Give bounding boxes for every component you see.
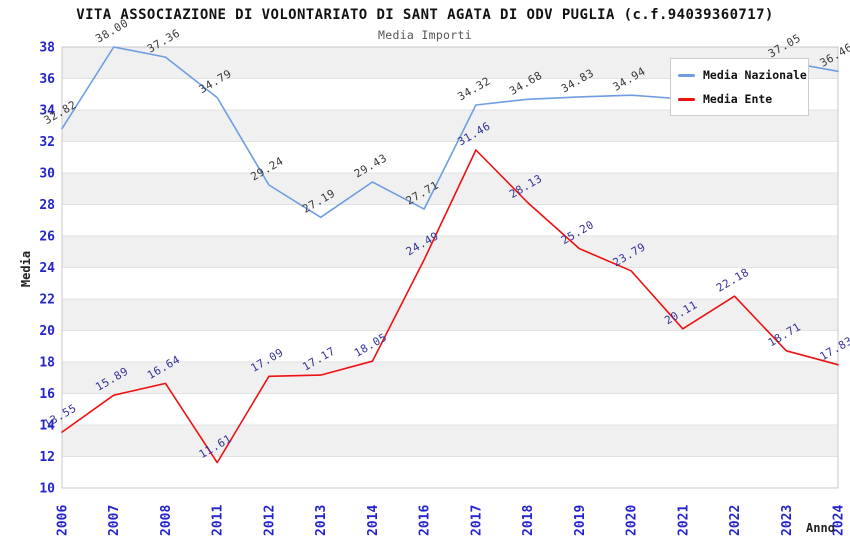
y-tick-label: 38 <box>39 41 55 56</box>
x-tick-label: 2008 <box>159 505 174 536</box>
x-tick-label: 2014 <box>366 505 381 536</box>
x-tick-label: 2019 <box>573 505 588 536</box>
y-tick-label: 28 <box>39 198 55 213</box>
y-tick-label: 14 <box>39 419 55 434</box>
legend-label: Media Ente <box>703 92 773 106</box>
x-tick-label: 2020 <box>625 505 640 536</box>
plot-band <box>62 362 838 394</box>
chart-subtitle: Media Importi <box>378 28 472 42</box>
x-tick-label: 2024 <box>832 505 847 536</box>
legend: Media Nazionale Media Ente <box>670 58 809 116</box>
y-tick-label: 24 <box>39 261 55 276</box>
plot-band <box>62 425 838 457</box>
x-tick-label: 2012 <box>262 505 277 536</box>
y-tick-label: 20 <box>39 324 55 339</box>
data-label: 22.18 <box>714 266 751 295</box>
media-nazionale-line-swatch <box>678 73 695 77</box>
plot-band <box>62 173 838 205</box>
x-tick-label: 2011 <box>211 505 226 536</box>
x-tick-label: 2016 <box>418 505 433 536</box>
y-axis-title: Media <box>19 250 33 288</box>
legend-item-media-ente: Media Ente <box>678 92 808 106</box>
y-tick-label: 34 <box>39 104 55 119</box>
y-tick-label: 12 <box>39 450 55 465</box>
plot-border <box>61 46 839 489</box>
data-label: 17.83 <box>818 334 850 363</box>
y-tick-label: 10 <box>39 482 55 497</box>
media-ente-line-swatch <box>678 97 695 101</box>
x-tick-label: 2013 <box>314 505 329 536</box>
chart-title: VITA ASSOCIAZIONE DI VOLONTARIATO DI SAN… <box>76 7 774 23</box>
x-tick-label: 2022 <box>728 505 743 536</box>
y-tick-label: 30 <box>39 167 55 182</box>
x-tick-label: 2017 <box>469 505 484 536</box>
legend-label: Media Nazionale <box>703 68 807 82</box>
y-tick-label: 22 <box>39 293 55 308</box>
x-axis-title: Anno <box>806 521 835 535</box>
plot-band <box>62 236 838 268</box>
x-tick-label: 2018 <box>521 505 536 536</box>
x-tick-label: 2021 <box>676 505 691 536</box>
data-label: 18.05 <box>352 331 389 360</box>
x-tick-label: 2007 <box>107 505 122 536</box>
y-tick-label: 26 <box>39 230 55 245</box>
y-tick-label: 36 <box>39 72 55 87</box>
y-tick-label: 16 <box>39 387 55 402</box>
legend-item-media-nazionale: Media Nazionale <box>678 68 808 82</box>
y-tick-label: 18 <box>39 356 55 371</box>
media-ente-line <box>61 149 839 464</box>
plot-band <box>62 299 838 331</box>
x-tick-label: 2006 <box>56 505 71 536</box>
y-tick-label: 32 <box>39 135 55 150</box>
x-tick-label: 2023 <box>780 505 795 536</box>
